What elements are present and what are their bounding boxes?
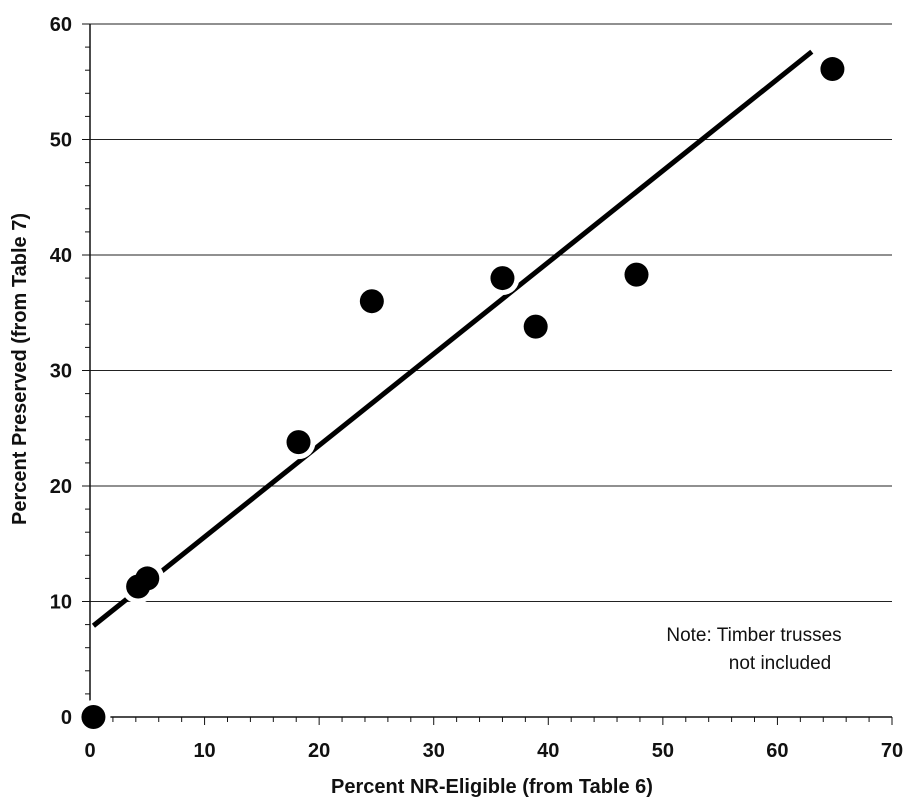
y-tick-label-20: 20: [50, 476, 72, 498]
data-point-7: [624, 262, 649, 287]
x-tick-label-10: 10: [193, 740, 215, 762]
tick-labels: 0 10 20 30 40 50 60 70 0 10 20 30 40 50 60: [50, 14, 903, 762]
y-tick-label-10: 10: [50, 592, 72, 614]
note-line-2: not included: [729, 653, 831, 674]
y-tick-label-0: 0: [61, 707, 72, 729]
x-tick-label-70: 70: [881, 740, 903, 762]
data-point-8: [820, 57, 845, 82]
trendline-group: [91, 49, 814, 628]
y-axis-title: Percent Preserved (from Table 7): [9, 213, 31, 525]
y-tick-label-30: 30: [50, 361, 72, 383]
x-tick-label-20: 20: [308, 740, 330, 762]
x-axis-title: Percent NR-Eligible (from Table 6): [331, 776, 653, 798]
y-tick-label-40: 40: [50, 245, 72, 267]
data-point-4: [359, 289, 384, 314]
note-line-1: Note: Timber trusses: [666, 625, 841, 646]
trendline: [91, 49, 814, 628]
gridlines: [90, 23, 892, 602]
x-tick-label-30: 30: [423, 740, 445, 762]
x-tick-label-50: 50: [652, 740, 674, 762]
x-tick-label-40: 40: [537, 740, 559, 762]
data-point-0: [81, 705, 106, 729]
y-tick-label-50: 50: [50, 130, 72, 152]
data-point-5: [490, 266, 515, 291]
data-point-6: [523, 314, 548, 339]
x-tick-label-0: 0: [84, 740, 95, 762]
data-point-2: [135, 566, 160, 591]
x-tick-label-60: 60: [766, 740, 788, 762]
data-points: [76, 52, 850, 734]
axes: [82, 23, 893, 725]
data-point-3: [286, 430, 311, 455]
y-tick-label-60: 60: [50, 14, 72, 36]
